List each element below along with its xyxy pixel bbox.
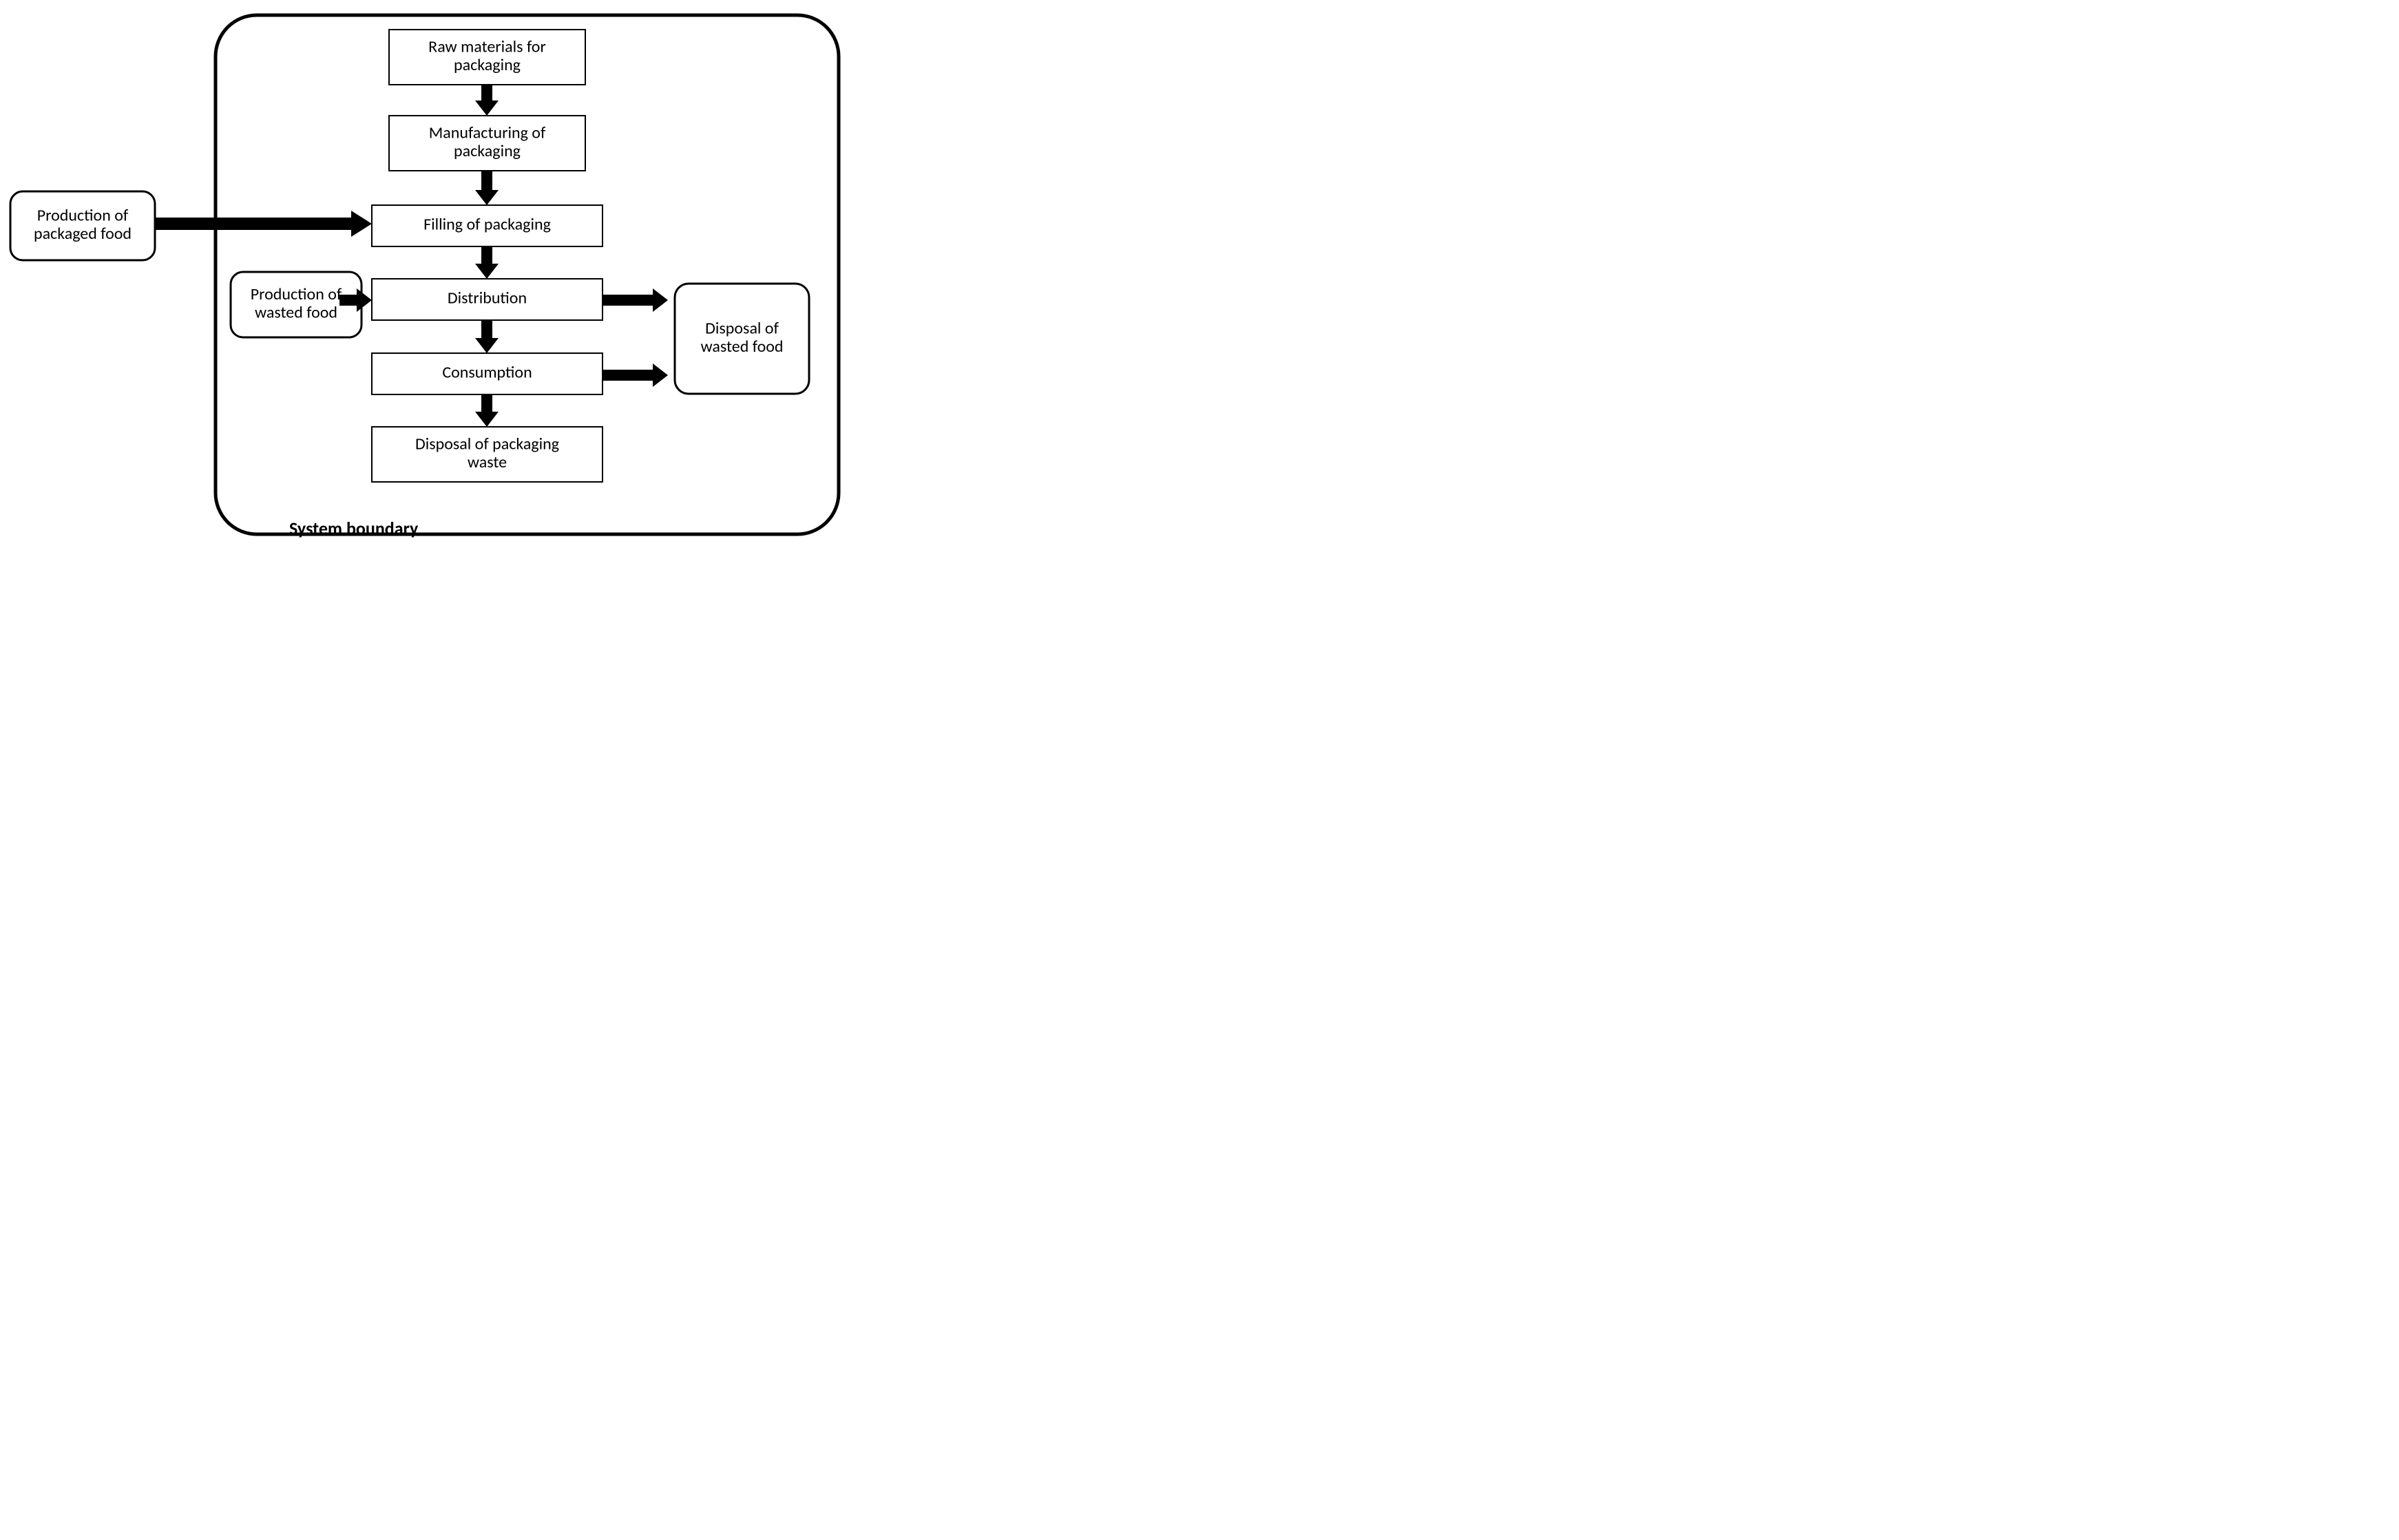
node-raw-label1: Raw materials for [428, 37, 546, 57]
node-disp_waste-label1: Disposal of [705, 319, 779, 339]
node-prod_pkgfd: Production ofpackaged food [10, 191, 155, 260]
node-prod_pkgfd-label1: Production of [37, 206, 129, 226]
node-prod_pkgfd-label2: packaged food [34, 224, 132, 244]
node-disp_waste: Disposal ofwasted food [675, 284, 809, 394]
node-disp_pkg-label2: waste [468, 452, 507, 472]
node-prod_waste-label1: Production of [251, 284, 342, 304]
node-mfg-label1: Manufacturing of [429, 123, 546, 143]
system-boundary-label: System boundary [289, 517, 419, 539]
node-disp_pkg: Disposal of packagingwaste [372, 427, 603, 482]
node-prod_waste-label2: wasted food [255, 302, 337, 322]
node-fill-label: Filling of packaging [423, 215, 551, 235]
node-mfg-label2: packaging [454, 141, 521, 161]
node-dist: Distribution [372, 279, 603, 320]
node-mfg: Manufacturing ofpackaging [389, 116, 585, 171]
node-disp_pkg-label1: Disposal of packaging [415, 434, 559, 454]
node-raw-label2: packaging [454, 55, 521, 75]
node-raw: Raw materials forpackaging [389, 30, 585, 85]
node-dist-label: Distribution [448, 288, 527, 308]
node-fill: Filling of packaging [372, 205, 603, 246]
node-cons-label: Consumption [442, 363, 532, 383]
node-cons: Consumption [372, 353, 603, 394]
node-disp_waste-label2: wasted food [701, 337, 784, 357]
